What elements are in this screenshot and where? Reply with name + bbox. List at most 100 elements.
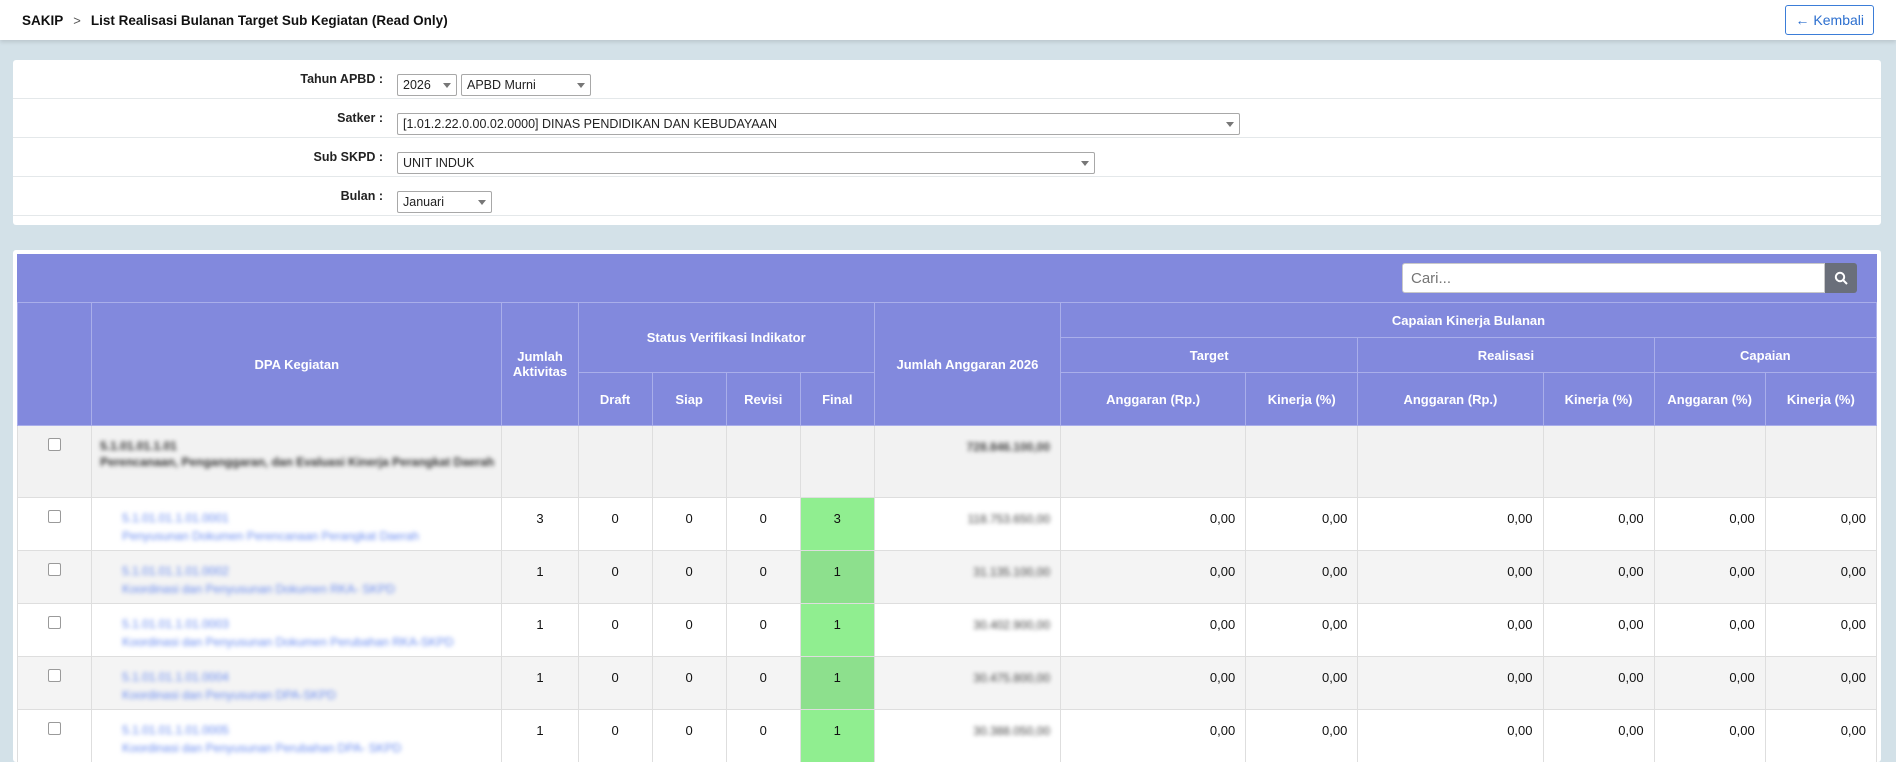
row-siap: 0 (651, 603, 727, 657)
dpa-table: DPA Kegiatan Jumlah Aktivitas Status Ver… (16, 302, 1878, 762)
table-row[interactable]: 5.1.01.01.1.01.0004 Koordinasi dan Penyus… (16, 656, 1878, 710)
row-checkbox-cell (16, 709, 93, 762)
subskpd-select[interactable]: UNIT INDUK (397, 152, 1095, 174)
search-input[interactable] (1402, 263, 1825, 293)
row-final: 1 (799, 550, 875, 604)
row-name-link[interactable]: Koordinasi dan Penyusunan Perubahan DPA-… (122, 741, 402, 755)
row-code-link[interactable]: 5.1.01.01.1.01.0003 (122, 617, 229, 631)
page-title: List Realisasi Bulanan Target Sub Kegiat… (90, 12, 448, 28)
header-siap[interactable]: Siap (651, 372, 727, 426)
row-code-link[interactable]: 5.1.01.01.1.01.0002 (122, 564, 229, 578)
table-row[interactable]: 5.1.01.01.1.01.0001 Penyusunan Dokumen Pe… (16, 497, 1878, 551)
row-aktivitas: 1 (501, 709, 579, 762)
row-realisasi-kinerja: 0,00 (1542, 656, 1655, 710)
row-anggaran: 30.475.800,00 (973, 671, 1051, 685)
row-checkbox[interactable] (48, 510, 62, 523)
apbd-select[interactable]: APBD Murni (461, 74, 591, 96)
tahun-select[interactable]: 2026 (397, 74, 457, 96)
arrow-left-icon: ← (1795, 12, 1810, 28)
header-jumlah-anggaran[interactable]: Jumlah Anggaran 2026 (873, 302, 1062, 426)
row-name-link[interactable]: Koordinasi dan Penyusunan Dokumen Peruba… (122, 635, 454, 649)
row-target-kinerja: 0,00 (1245, 603, 1359, 657)
breadcrumb-app[interactable]: SAKIP (22, 12, 64, 28)
bulan-select-value: Januari (403, 195, 444, 209)
row-draft: 0 (577, 550, 653, 604)
header-final[interactable]: Final (799, 372, 875, 426)
row-target-anggaran: 0,00 (1060, 603, 1247, 657)
row-aktivitas: 1 (501, 603, 579, 657)
chevron-down-icon (478, 200, 486, 205)
row-realisasi-anggaran: 0,00 (1357, 497, 1544, 551)
header-realisasi-kinerja[interactable]: Kinerja (%) (1542, 372, 1655, 426)
row-name-link[interactable]: Koordinasi dan Penyusunan Dokumen RKA- S… (122, 582, 395, 596)
bulan-select[interactable]: Januari (397, 191, 492, 213)
row-anggaran: 31.135.100,00 (973, 565, 1051, 579)
row-target-kinerja: 0,00 (1245, 497, 1359, 551)
filter-row-tahun: Tahun APBD : 2026 APBD Murni (13, 60, 1881, 99)
header-target-anggaran[interactable]: Anggaran (Rp.) (1060, 372, 1247, 426)
header-capaian-kinerja-pct[interactable]: Kinerja (%) (1764, 372, 1878, 426)
search-box (1402, 263, 1857, 293)
tahun-select-value: 2026 (403, 78, 431, 92)
satker-select[interactable]: [1.01.2.22.0.00.02.0000] DINAS PENDIDIKA… (397, 113, 1240, 135)
row-realisasi-kinerja: 0,00 (1542, 603, 1655, 657)
row-capaian-kinerja: 0,00 (1764, 656, 1878, 710)
row-checkbox[interactable] (48, 563, 62, 576)
filter-row-bulan: Bulan : Januari (13, 177, 1881, 216)
row-checkbox[interactable] (48, 669, 62, 682)
row-checkbox[interactable] (48, 616, 62, 629)
breadcrumb-separator: > (73, 12, 81, 28)
row-checkbox-cell (16, 425, 93, 498)
row-code-link[interactable]: 5.1.01.01.1.01.0005 (122, 723, 229, 737)
header-capaian-anggaran[interactable]: Anggaran (%) (1653, 372, 1766, 426)
header-dpa-kegiatan[interactable]: DPA Kegiatan (91, 302, 503, 426)
row-checkbox-cell (16, 603, 93, 657)
tahun-label: Tahun APBD : (300, 72, 383, 86)
header-draft[interactable]: Draft (577, 372, 653, 426)
row-code-link[interactable]: 5.1.01.01.1.01.0001 (122, 511, 229, 525)
row-revisi: 0 (725, 497, 801, 551)
row-final: 1 (799, 656, 875, 710)
search-button[interactable] (1825, 263, 1857, 293)
row-dpa-cell: 5.1.01.01.1.01.0003 Koordinasi dan Penyus… (91, 603, 503, 657)
row-name-link[interactable]: Koordinasi dan Penyusunan DPA-SKPD (122, 688, 336, 702)
header-checkbox-column (16, 302, 93, 426)
row-aktivitas: 1 (501, 656, 579, 710)
group-dpa-cell: 5.1.01.01.1.01 Perencanaan, Penganggaran… (91, 425, 503, 498)
row-realisasi-anggaran: 0,00 (1357, 603, 1544, 657)
filter-row-subskpd: Sub SKPD : UNIT INDUK (13, 138, 1881, 177)
row-final: 1 (799, 709, 875, 762)
satker-label: Satker : (337, 111, 383, 125)
header-revisi[interactable]: Revisi (725, 372, 801, 426)
row-name-link[interactable]: Penyusunan Dokumen Perencanaan Perangkat… (122, 529, 419, 543)
row-anggaran-cell: 118.753.650,00 (873, 497, 1062, 551)
subskpd-select-value: UNIT INDUK (403, 156, 475, 170)
header-target-kinerja[interactable]: Kinerja (%) (1245, 372, 1359, 426)
row-aktivitas: 1 (501, 550, 579, 604)
row-dpa-cell: 5.1.01.01.1.01.0001 Penyusunan Dokumen Pe… (91, 497, 503, 551)
header-realisasi-anggaran[interactable]: Anggaran (Rp.) (1357, 372, 1544, 426)
table-row[interactable]: 5.1.01.01.1.01.0005 Koordinasi dan Penyus… (16, 709, 1878, 762)
apbd-select-value: APBD Murni (467, 78, 536, 92)
row-checkbox[interactable] (48, 722, 62, 735)
row-dpa-cell: 5.1.01.01.1.01.0002 Koordinasi dan Penyus… (91, 550, 503, 604)
chevron-down-icon (1226, 122, 1234, 127)
chevron-down-icon (443, 83, 451, 88)
table-row[interactable]: 5.1.01.01.1.01.0002 Koordinasi dan Penyus… (16, 550, 1878, 604)
back-button[interactable]: ← Kembali (1785, 5, 1874, 35)
row-anggaran: 118.753.650,00 (967, 512, 1051, 526)
row-draft: 0 (577, 709, 653, 762)
bulan-label: Bulan : (340, 189, 383, 203)
row-realisasi-kinerja: 0,00 (1542, 550, 1655, 604)
header-capaian: Capaian (1653, 337, 1878, 373)
row-capaian-kinerja: 0,00 (1764, 497, 1878, 551)
filter-row-satker: Satker : [1.01.2.22.0.00.02.0000] DINAS … (13, 99, 1881, 138)
row-checkbox[interactable] (48, 438, 62, 451)
row-anggaran-cell: 30.402.900,00 (873, 603, 1062, 657)
row-code-link[interactable]: 5.1.01.01.1.01.0004 (122, 670, 229, 684)
header-jumlah-aktivitas[interactable]: Jumlah Aktivitas (501, 302, 579, 426)
table-row[interactable]: 5.1.01.01.1.01.0003 Koordinasi dan Penyus… (16, 603, 1878, 657)
row-draft: 0 (577, 603, 653, 657)
row-revisi: 0 (725, 550, 801, 604)
row-siap: 0 (651, 550, 727, 604)
